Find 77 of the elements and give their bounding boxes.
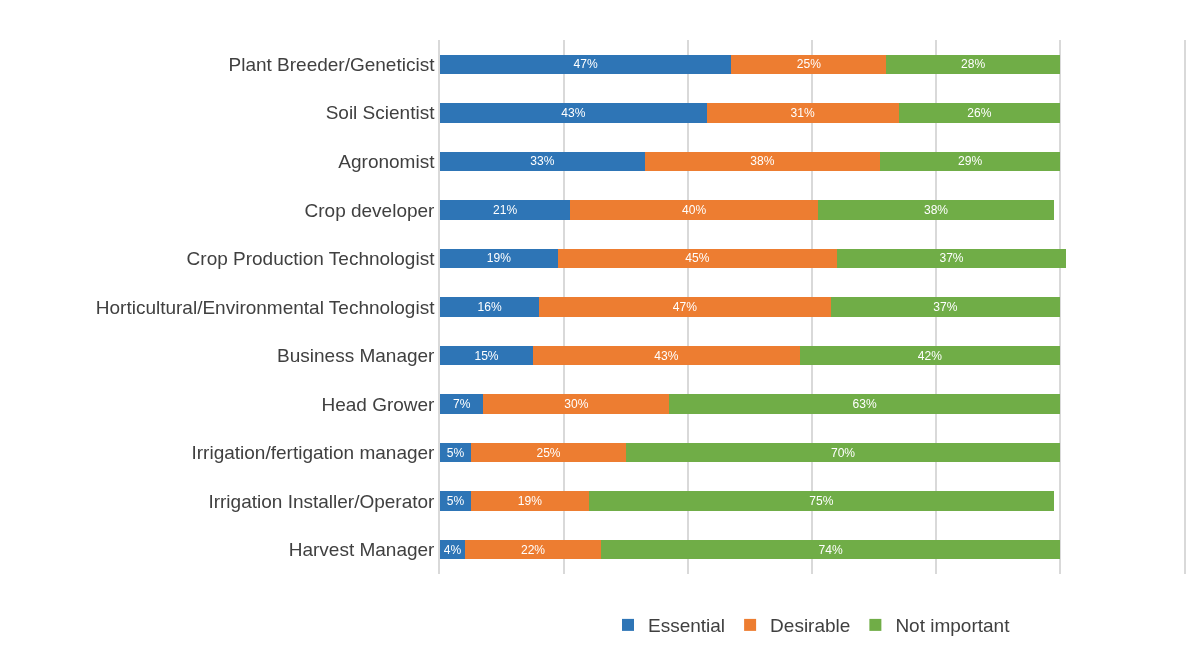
- bar: [440, 297, 540, 317]
- y-tick-label: Soil Scientist: [325, 102, 436, 124]
- data-label: 70%: [830, 445, 856, 460]
- bar: [836, 248, 1067, 269]
- data-label: 26%: [967, 105, 992, 120]
- data-label: 43%: [561, 105, 586, 120]
- bar: [483, 394, 670, 414]
- data-label: 15%: [474, 348, 499, 363]
- y-tick-label: Crop developer: [304, 199, 436, 221]
- y-tick-label: Crop Production Technologist: [186, 248, 436, 270]
- bar: [644, 151, 881, 172]
- legend-label: Essential: [648, 615, 726, 637]
- data-label: 28%: [961, 57, 986, 72]
- data-label: 25%: [536, 445, 561, 460]
- data-label: 4%: [443, 542, 462, 557]
- data-label: 30%: [564, 397, 589, 412]
- bar: [533, 345, 800, 366]
- data-label: 74%: [818, 542, 843, 557]
- data-label: 16%: [477, 300, 502, 315]
- legend-label: Not important: [895, 615, 1011, 637]
- bar: [440, 103, 707, 123]
- legend-label: Desirable: [770, 615, 851, 637]
- data-label: 29%: [958, 154, 983, 169]
- data-label: 63%: [852, 397, 878, 412]
- bar: [818, 200, 1054, 220]
- bar: [626, 442, 1060, 463]
- bar: [706, 103, 899, 123]
- data-label: 7%: [452, 397, 471, 412]
- data-label: 31%: [790, 105, 816, 120]
- bar: [440, 54, 732, 74]
- data-label: 5%: [446, 445, 465, 460]
- data-label: 38%: [750, 154, 775, 169]
- data-label: 42%: [917, 348, 943, 363]
- bar: [539, 297, 831, 317]
- bar: [731, 54, 887, 74]
- data-label: 43%: [654, 348, 679, 363]
- y-tick-label: Agronomist: [338, 151, 436, 173]
- data-label: 22%: [520, 542, 546, 557]
- bar: [799, 345, 1060, 366]
- data-label: 25%: [796, 57, 822, 72]
- y-tick-label: Plant Breeder/Geneticist: [228, 53, 436, 75]
- data-label: 45%: [685, 251, 710, 266]
- data-label: 19%: [517, 494, 543, 509]
- bar: [669, 394, 1060, 414]
- y-tick-label: Irrigation Installer/Operator: [208, 490, 436, 512]
- bar: [471, 442, 626, 463]
- data-label: 33%: [530, 154, 555, 169]
- bar: [601, 540, 1060, 560]
- data-label: 47%: [573, 57, 599, 72]
- data-label: 5%: [446, 494, 465, 509]
- bar: [440, 248, 558, 269]
- y-tick-label: Harvest Manager: [288, 539, 436, 561]
- bar: [886, 54, 1060, 74]
- bar: [898, 103, 1060, 123]
- bar: [440, 200, 571, 220]
- bar: [440, 345, 533, 366]
- y-tick-label: Head Grower: [321, 393, 436, 415]
- data-label: 37%: [939, 251, 964, 266]
- data-label: 38%: [923, 202, 949, 217]
- data-label: 19%: [486, 251, 512, 266]
- bar: [570, 200, 819, 220]
- y-tick-label: Business Manager: [277, 345, 436, 367]
- data-label: 75%: [809, 494, 834, 509]
- bar: [588, 491, 1054, 511]
- data-label: 37%: [933, 300, 958, 315]
- bar: [440, 394, 484, 414]
- bar: [557, 248, 837, 269]
- data-label: 47%: [672, 300, 698, 315]
- bar: [880, 151, 1060, 172]
- data-label: 40%: [682, 202, 707, 217]
- data-label: 21%: [493, 202, 518, 217]
- bar: [464, 540, 602, 560]
- bar: [471, 491, 589, 511]
- bar: [440, 151, 645, 172]
- bar: [830, 297, 1060, 317]
- y-tick-label: Irrigation/fertigation manager: [191, 442, 436, 464]
- y-tick-label: Horticultural/Environmental Technologist: [95, 296, 436, 318]
